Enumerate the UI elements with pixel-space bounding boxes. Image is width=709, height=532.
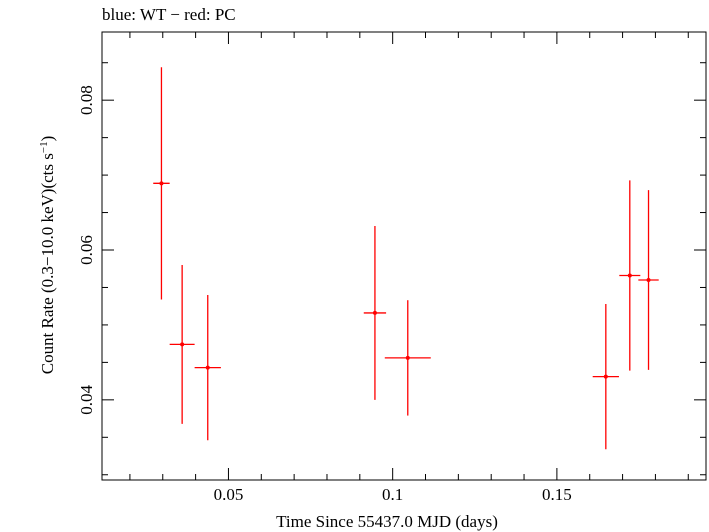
data-point [384,300,431,416]
point-marker [603,374,608,379]
point-marker [159,181,164,186]
data-point [363,226,387,400]
y-axis-label: Count Rate (0.3−10.0 keV)(cts s−1) [38,136,57,375]
data-point [169,264,195,424]
point-marker [205,365,210,370]
axis-ticks: 0.05 0.1 0.15 0.04 0.06 0.08 [77,32,706,504]
plot-frame [101,31,707,481]
y-tick-label: 0.04 [77,384,96,414]
x-axis-label: Time Since 55437.0 MJD (days) [276,512,498,531]
point-marker [372,310,377,315]
x-tick-label: 0.1 [382,485,403,504]
point-marker [627,273,632,278]
x-tick-label: 0.05 [214,485,244,504]
data-point [592,303,619,450]
x-tick-label: 0.15 [542,485,572,504]
data-point [194,294,221,441]
y-tick-label: 0.08 [77,85,96,115]
y-tick-label: 0.06 [77,235,96,265]
y-axis-label-superscript: −1 [38,141,50,153]
point-marker [180,342,185,347]
data-point [638,190,659,370]
data-point [619,180,641,371]
data-point [153,67,170,300]
point-marker [405,355,410,360]
data-points [153,67,659,450]
point-marker [646,277,651,282]
chart-title: blue: WT − red: PC [102,5,236,24]
